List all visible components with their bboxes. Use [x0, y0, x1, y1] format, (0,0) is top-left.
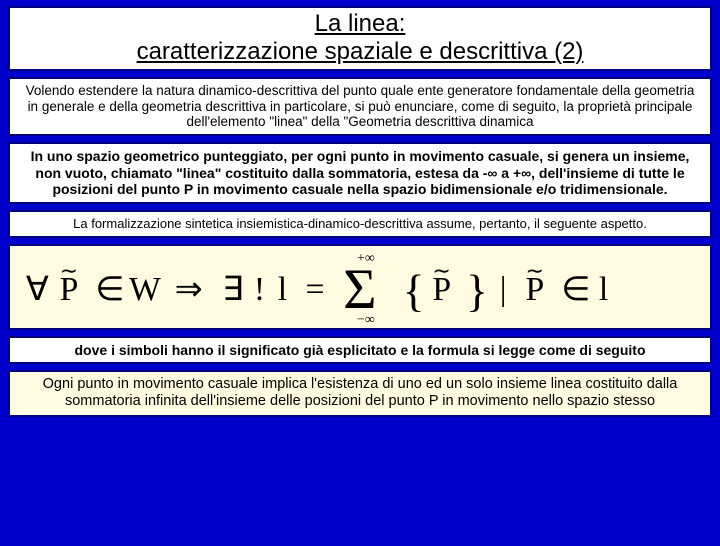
formula-svg: ∀ P ∼ ∈ W ⇒ ∃ ! l = Σ +∞ −∞ { P ∼ } | P …	[18, 248, 702, 326]
svg-text:{: {	[403, 265, 425, 316]
svg-text:∼: ∼	[432, 259, 450, 283]
paragraph-interpretation: Ogni punto in movimento casuale implica …	[8, 370, 712, 417]
paragraph-formalization-lead: La formalizzazione sintetica insiemistic…	[8, 210, 712, 238]
svg-text:l: l	[278, 271, 287, 308]
svg-text:W: W	[129, 271, 161, 308]
svg-text:Σ: Σ	[343, 258, 376, 321]
formula-panel: ∀ P ∼ ∈ W ⇒ ∃ ! l = Σ +∞ −∞ { P ∼ } | P …	[8, 244, 712, 330]
svg-text:+∞: +∞	[357, 251, 375, 266]
svg-text:|: |	[500, 271, 507, 308]
svg-text:⇒: ⇒	[175, 271, 203, 308]
title-line1: La linea:	[20, 10, 700, 38]
svg-text:l: l	[599, 271, 608, 308]
svg-text:∀: ∀	[26, 271, 49, 308]
svg-text:=: =	[305, 271, 324, 308]
svg-text:∃: ∃	[222, 271, 243, 308]
svg-text:∈: ∈	[561, 271, 590, 308]
svg-text:−∞: −∞	[357, 312, 375, 325]
paragraph-intro: Volendo estendere la natura dinamico-des…	[8, 77, 712, 136]
svg-text:∈: ∈	[95, 271, 124, 308]
slide-title: La linea: caratterizzazione spaziale e d…	[8, 6, 712, 71]
title-line2: caratterizzazione spaziale e descrittiva…	[20, 38, 700, 66]
svg-text:}: }	[466, 265, 488, 316]
svg-text:!: !	[254, 271, 265, 308]
svg-text:∼: ∼	[60, 259, 78, 283]
paragraph-symbols-note: dove i simboli hanno il significato già …	[8, 336, 712, 364]
svg-text:∼: ∼	[526, 259, 544, 283]
paragraph-definition: In uno spazio geometrico punteggiato, pe…	[8, 142, 712, 204]
